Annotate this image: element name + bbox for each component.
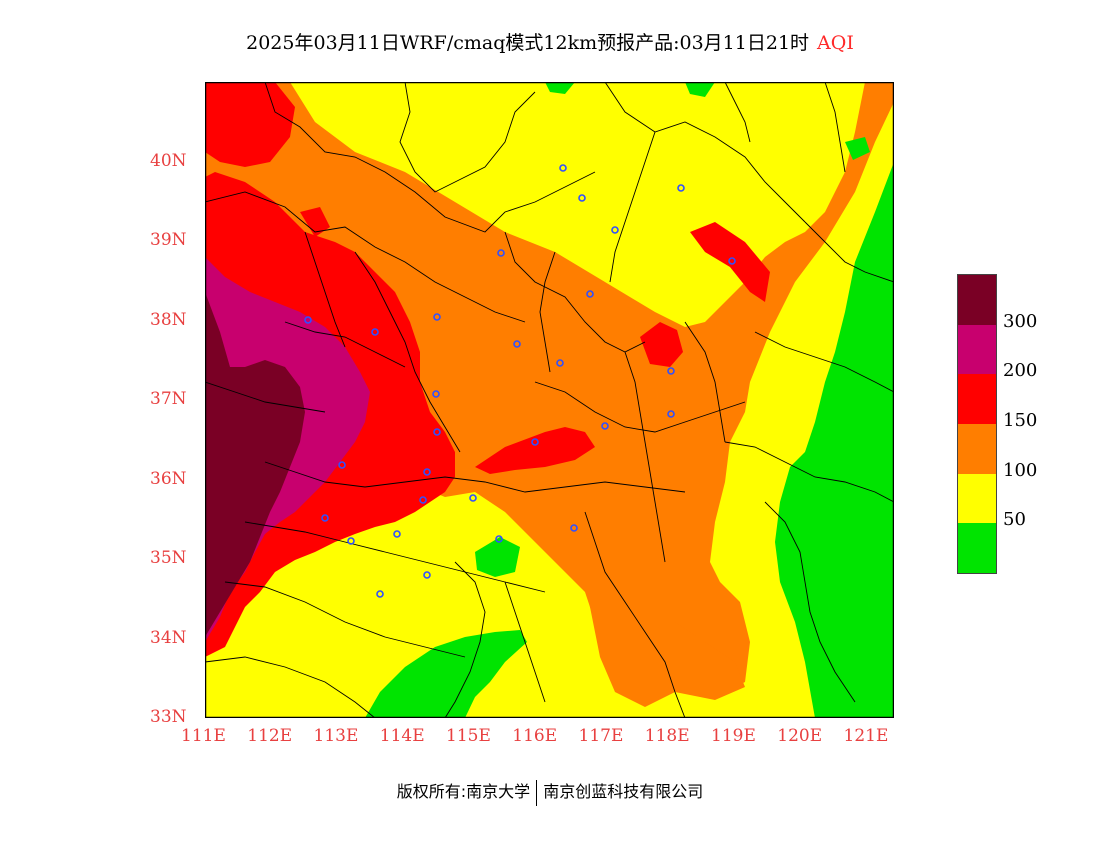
map-title: 2025年03月11日WRF/cmaq模式12km预报产品:03月11日21时 A… <box>0 28 1100 55</box>
title-main: 2025年03月11日WRF/cmaq模式12km预报产品:03月11日21时 <box>246 32 810 54</box>
lat-tick-label: 35N <box>150 548 187 568</box>
lat-tick-label: 38N <box>150 309 187 330</box>
copyright-separator <box>536 779 538 806</box>
legend-swatch <box>958 473 996 524</box>
aqi-legend <box>957 274 997 574</box>
legend-swatch <box>958 275 996 326</box>
copyright-partner: 南京创蓝科技有限公司 <box>543 782 704 801</box>
aqi-region-moderate <box>205 82 894 702</box>
title-variable: AQI <box>817 32 854 54</box>
lon-tick-label: 119E <box>711 726 756 746</box>
legend-swatch <box>958 374 996 425</box>
lon-tick-label: 117E <box>578 726 624 746</box>
boundary-lines <box>205 82 894 718</box>
legend-label: 50 <box>1003 509 1026 531</box>
legend-label: 200 <box>1003 360 1038 382</box>
lon-tick-label: 111E <box>181 726 226 746</box>
legend-swatch <box>958 324 996 375</box>
aqi-map <box>205 82 894 718</box>
legend-swatch <box>958 523 996 574</box>
lon-tick-label: 115E <box>446 726 491 746</box>
legend-label: 100 <box>1003 459 1038 481</box>
lon-tick-label: 113E <box>313 726 359 746</box>
lat-tick-label: 39N <box>150 230 187 250</box>
legend-label: 300 <box>1003 310 1038 332</box>
aqi-region-hazardous <box>205 292 305 637</box>
lon-tick-label: 120E <box>777 726 823 746</box>
lat-tick-label: 33N <box>150 707 187 727</box>
lat-tick-label: 40N <box>150 150 187 171</box>
lon-tick-label: 121E <box>843 726 889 746</box>
aqi-region-excellent-south <box>365 630 527 718</box>
lat-tick-label: 34N <box>150 627 187 648</box>
lat-tick-label: 37N <box>150 389 187 409</box>
lon-tick-label: 116E <box>512 726 558 746</box>
lon-tick-label: 112E <box>247 726 293 746</box>
copyright: 版权所有:南京大学 南京创蓝科技有限公司 <box>0 778 1100 806</box>
copyright-owner: 版权所有:南京大学 <box>396 782 531 801</box>
lon-tick-label: 114E <box>379 726 425 746</box>
lon-tick-label: 118E <box>644 726 690 746</box>
legend-swatch <box>958 424 996 475</box>
legend-label: 150 <box>1003 410 1038 431</box>
city-markers <box>304 164 736 598</box>
lat-tick-label: 36N <box>150 468 187 489</box>
